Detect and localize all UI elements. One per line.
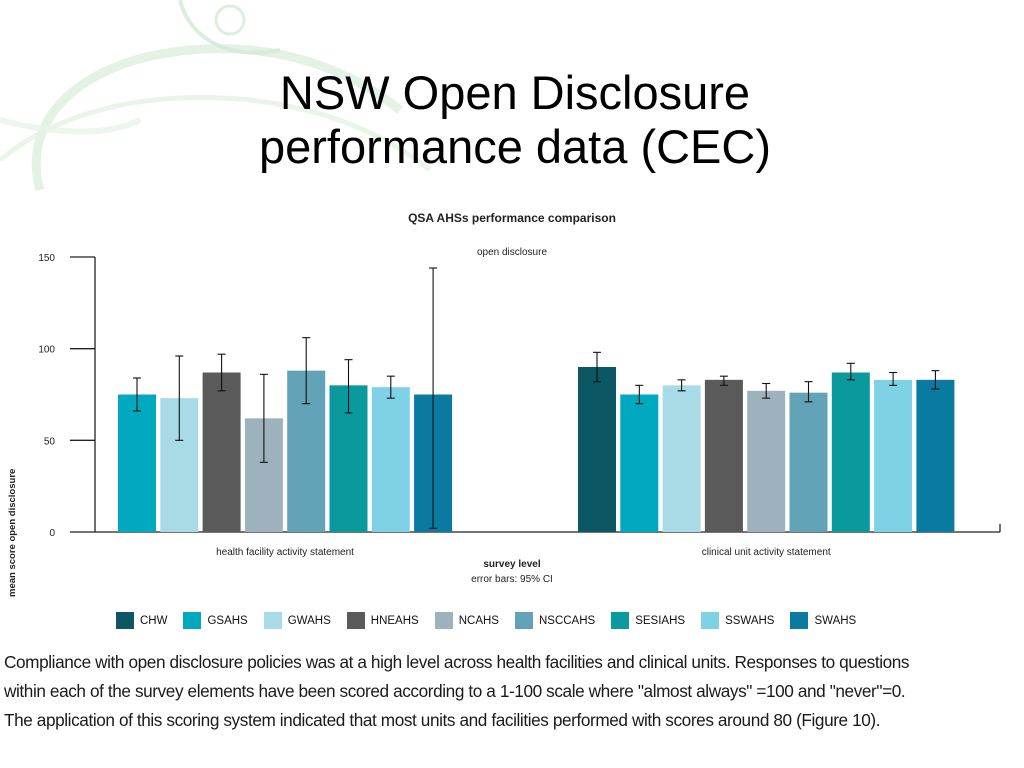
category-label: clinical unit activity statement	[702, 547, 831, 558]
legend-item-swahs: SWAHS	[790, 612, 856, 629]
bar-sswahs	[874, 379, 913, 532]
y-tick-label: 150	[38, 253, 55, 264]
y-tick-label: 100	[38, 345, 55, 356]
bar-gsahs	[118, 394, 156, 532]
legend-swatch	[514, 612, 533, 629]
bar-sswahs	[371, 387, 410, 532]
legend-label: SSWAHS	[725, 614, 775, 627]
y-axis-label: mean score open disclosure	[7, 469, 18, 597]
bar-swahs	[916, 379, 955, 532]
slide-title-line-1: NSW Open Disclosure	[279, 66, 751, 119]
legend-item-sswahs: SSWAHS	[701, 612, 774, 629]
bar-ncahs	[747, 390, 786, 532]
bar-sesiahs	[831, 372, 870, 532]
legend-item-gwahs: GWAHS	[263, 612, 331, 629]
x-axis-label: survey level	[483, 559, 540, 570]
bar-hneahs	[202, 372, 241, 532]
category-label: health facility activity statement	[216, 547, 354, 558]
y-tick-label: 50	[44, 436, 56, 447]
chart-title: QSA AHSs performance comparison	[408, 211, 616, 225]
legend-label: NSCCAHS	[538, 614, 596, 627]
slide-caption: Compliance with open disclosure policies…	[4, 648, 1020, 735]
decorative-swirl-graphic	[0, 0, 432, 192]
legend-swatch	[183, 612, 202, 629]
bar-nsccahs	[789, 392, 828, 532]
slide-title-line-2: performance data (CEC)	[259, 120, 771, 173]
caption-line-1: Compliance with open disclosure policies…	[4, 652, 910, 672]
legend-item-gsahs: GSAHS	[183, 612, 248, 629]
legend-label: CHW	[140, 614, 168, 627]
legend-label: GSAHS	[207, 614, 248, 627]
legend-item-ncahs: NCAHS	[434, 612, 499, 629]
legend-swatch	[434, 612, 453, 629]
legend-swatch	[701, 612, 720, 629]
legend-swatch	[263, 612, 282, 629]
legend-swatch	[116, 612, 134, 629]
legend-item-hneahs: HNEAHS	[346, 612, 419, 629]
caption-line-3: The application of this scoring system i…	[4, 710, 881, 730]
error-bar-note: error bars: 95% CI	[471, 574, 553, 585]
bar-gwahs	[662, 385, 701, 532]
legend-item-chw: CHW	[116, 612, 167, 629]
legend-label: NCAHS	[458, 614, 499, 627]
legend-item-sesiahs: SESIAHS	[611, 612, 685, 629]
chart-legend: CHW GSAHS GWAHS HNEAHS NCAHS NSCCAHS SESIAHS SS…	[116, 612, 872, 629]
bar-chart: QSA AHSs performance comparison open dis…	[7, 211, 1001, 597]
legend-label: HNEAHS	[370, 614, 419, 627]
chart-error-bars	[133, 267, 940, 529]
legend-item-nsccahs: NSCCAHS	[514, 612, 596, 629]
legend-label: GWAHS	[287, 614, 331, 627]
legend-swatch	[611, 612, 630, 629]
legend-swatch	[790, 612, 809, 629]
chart-subtitle: open disclosure	[477, 247, 547, 258]
caption-line-2: within each of the survey elements have …	[4, 681, 906, 701]
y-tick-label: 0	[49, 528, 55, 539]
slide-title: NSW Open Disclosure performance data (CE…	[120, 66, 910, 174]
bar-chw	[578, 367, 616, 532]
bar-hneahs	[704, 379, 743, 532]
legend-label: SWAHS	[814, 614, 857, 627]
legend-label: SESIAHS	[635, 614, 686, 627]
legend-swatch	[346, 612, 365, 629]
bar-gsahs	[620, 394, 659, 532]
chart-bars	[118, 367, 955, 532]
